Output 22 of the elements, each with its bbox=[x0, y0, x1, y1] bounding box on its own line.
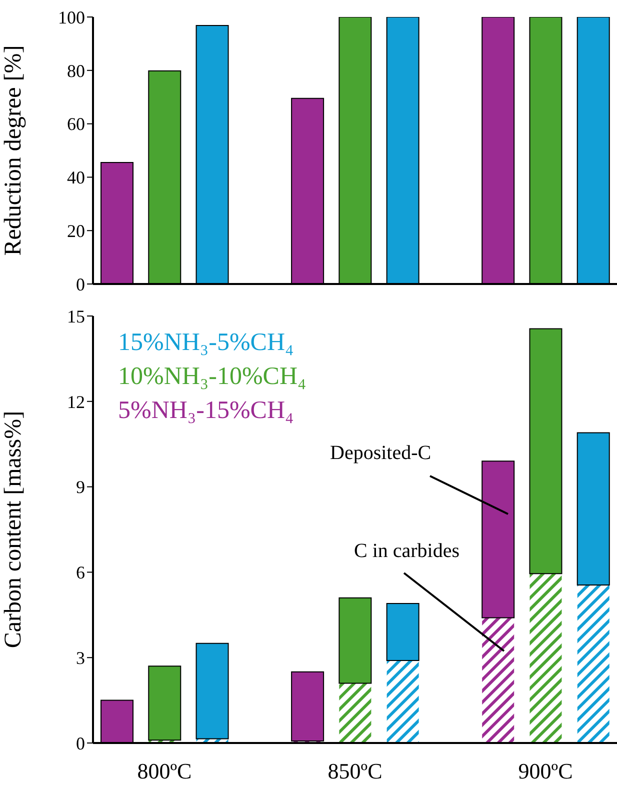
y-tick-label: 40 bbox=[67, 168, 85, 188]
x-tick-label: 900ºC bbox=[518, 758, 573, 784]
y-tick-label: 15 bbox=[67, 306, 85, 326]
y-tick-label: 80 bbox=[67, 60, 85, 81]
text: 5%NH₃-15%CH₄ bbox=[118, 396, 295, 426]
y-tick-label: 6 bbox=[76, 562, 85, 583]
y-tick-label: 60 bbox=[67, 114, 85, 134]
text: 10%NH₃-10%CH₄ bbox=[118, 362, 306, 392]
y-axis-title: Reduction degree [%] bbox=[0, 45, 27, 256]
y-tick-label: 20 bbox=[67, 220, 85, 241]
y-tick-label: 12 bbox=[67, 392, 85, 412]
y-tick-label: 100 bbox=[58, 7, 85, 28]
annotation: C in carbides bbox=[354, 540, 460, 563]
text: 15%NH₃-5%CH₄ bbox=[118, 328, 295, 358]
y-tick-label: 3 bbox=[76, 648, 85, 668]
y-tick-label: 0 bbox=[76, 733, 85, 754]
y-axis-title: Carbon content [mass%] bbox=[0, 410, 27, 648]
x-tick-label: 800ºC bbox=[137, 758, 192, 784]
y-tick-label: 0 bbox=[76, 274, 85, 294]
x-tick-label: 850ºC bbox=[328, 758, 382, 784]
y-tick-label: 9 bbox=[76, 477, 85, 498]
annotation: Deposited-C bbox=[330, 442, 432, 465]
